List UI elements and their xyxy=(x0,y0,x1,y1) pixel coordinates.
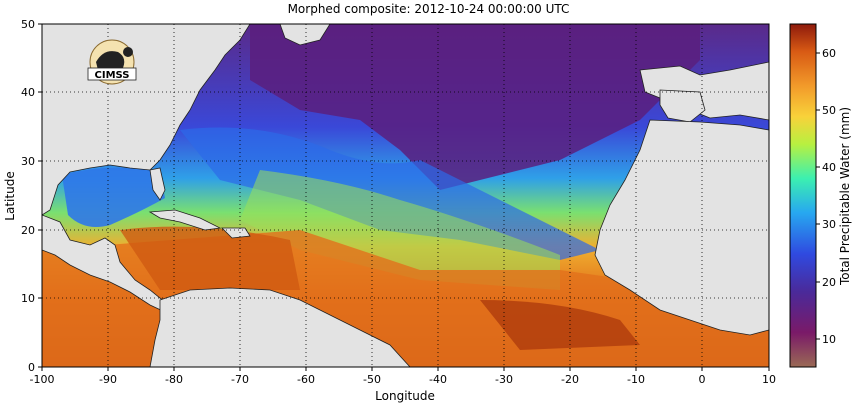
x-tick-label: -50 xyxy=(363,373,381,386)
colorbar-tick-label: 40 xyxy=(822,161,836,174)
map-frame xyxy=(41,23,770,368)
x-tick-label: -20 xyxy=(561,373,579,386)
colorbar-tick-label: 30 xyxy=(822,218,836,231)
x-tick-label: -100 xyxy=(30,373,55,386)
gulf-of-mexico xyxy=(62,167,165,228)
y-tick-label: 0 xyxy=(28,361,35,374)
x-tick-label: -90 xyxy=(99,373,117,386)
y-tick-label: 20 xyxy=(21,224,35,237)
colorbar-tick-label: 60 xyxy=(822,47,836,60)
colorbar-label: Total Precipitable Water (mm) xyxy=(838,107,852,286)
x-tick-label: -10 xyxy=(627,373,645,386)
hispaniola xyxy=(221,227,251,239)
y-axis-label: Latitude xyxy=(3,171,17,220)
south-america xyxy=(149,287,411,367)
x-axis: -100 -90 -80 -70 -60 -50 -40 -30 -20 -10… xyxy=(30,367,776,403)
africa xyxy=(594,119,769,336)
florida xyxy=(149,167,166,201)
x-tick-label: -70 xyxy=(231,373,249,386)
caribbean-moisture xyxy=(120,226,300,290)
y-axis: 0 10 20 30 40 50 Latitude xyxy=(3,18,42,374)
tpw-map xyxy=(42,24,769,367)
y-tick-label: 30 xyxy=(21,155,35,168)
y-tick-label: 50 xyxy=(21,18,35,31)
x-tick-label: -30 xyxy=(495,373,513,386)
x-tick-label: 0 xyxy=(699,373,706,386)
x-tick-label: -80 xyxy=(165,373,183,386)
colorbar-tick-label: 20 xyxy=(822,276,836,289)
x-tick-label: -40 xyxy=(429,373,447,386)
cuba xyxy=(148,209,222,231)
transition-zone xyxy=(240,170,560,290)
dry-air-region xyxy=(250,24,700,190)
y-tick-label: 40 xyxy=(21,86,35,99)
logo-text: CIMSS xyxy=(95,70,130,81)
colorbar-gradient xyxy=(789,23,817,368)
y-tick-label: 10 xyxy=(21,292,35,305)
cimss-logo: CIMSS xyxy=(87,39,137,85)
greenland xyxy=(279,24,331,46)
colorbar: 10 20 30 40 50 60 Total Precipitable Wat… xyxy=(789,23,852,368)
itcz-moisture xyxy=(480,300,640,350)
x-tick-label: -60 xyxy=(297,373,315,386)
moisture-band xyxy=(180,127,600,260)
map-title: Morphed composite: 2012-10-24 00:00:00 U… xyxy=(287,2,570,16)
x-tick-label: 10 xyxy=(762,373,776,386)
colorbar-tick-label: 10 xyxy=(822,333,836,346)
colorbar-tick-label: 50 xyxy=(822,104,836,117)
x-axis-label: Longitude xyxy=(375,389,435,403)
